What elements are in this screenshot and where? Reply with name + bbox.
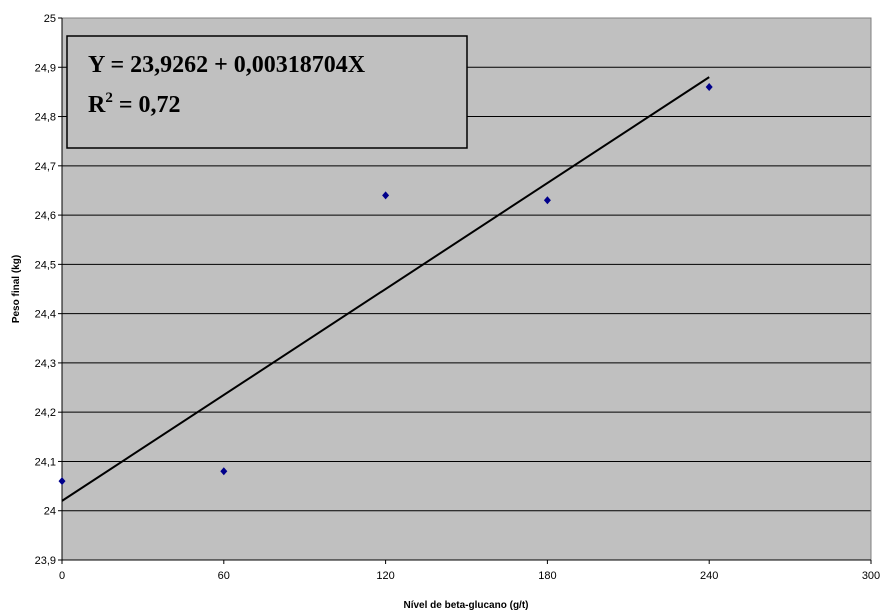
r-squared: R2 = 0,72: [88, 90, 181, 118]
r-squared-value: = 0,72: [113, 92, 181, 118]
y-tick-labels: 23,9 24 24,1 24,2 24,3 24,4 24,5 24,6 24,7 24,8 24…: [35, 13, 62, 567]
y-tick-label: 23,9: [35, 555, 56, 567]
y-tick-label: 24,4: [35, 309, 56, 321]
y-tick-label: 24,7: [35, 161, 56, 173]
axes: [61, 18, 871, 561]
y-tick-label: 24,6: [35, 210, 56, 222]
r-squared-exponent: 2: [105, 90, 113, 106]
y-tick-label: 25: [44, 13, 56, 25]
y-tick-label: 24,8: [35, 112, 56, 124]
data-point: [58, 477, 66, 486]
x-tick-label: 0: [59, 570, 65, 582]
x-axis-title: Nível de beta-glucano (g/t): [403, 600, 528, 611]
x-tick-labels: 0 60 120 180 240 300: [59, 560, 880, 582]
r-squared-symbol: R: [88, 92, 106, 118]
y-tick-label: 24: [44, 506, 56, 518]
data-point: [220, 467, 228, 476]
equation-box-frame: [66, 35, 468, 149]
x-tick-label: 240: [700, 570, 718, 582]
y-tick-label: 24,3: [35, 358, 56, 370]
equation-box: Y = 23,9262 + 0,00318704X R2 = 0,72: [66, 35, 468, 149]
x-tick-label: 120: [376, 570, 394, 582]
y-axis-title: Peso final (kg): [11, 255, 22, 323]
x-tick-label: 180: [538, 570, 556, 582]
data-point: [382, 191, 390, 200]
y-tick-label: 24,1: [35, 456, 56, 468]
data-point: [543, 196, 551, 205]
y-tick-label: 24,9: [35, 62, 56, 74]
data-points: [58, 82, 713, 486]
data-point: [705, 82, 713, 91]
y-tick-label: 24,5: [35, 259, 56, 271]
trendline: [61, 76, 710, 502]
x-tick-label: 300: [862, 570, 880, 582]
x-tick-label: 60: [218, 570, 230, 582]
y-tick-label: 24,2: [35, 407, 56, 419]
regression-equation: Y = 23,9262 + 0,00318704X: [88, 52, 366, 78]
